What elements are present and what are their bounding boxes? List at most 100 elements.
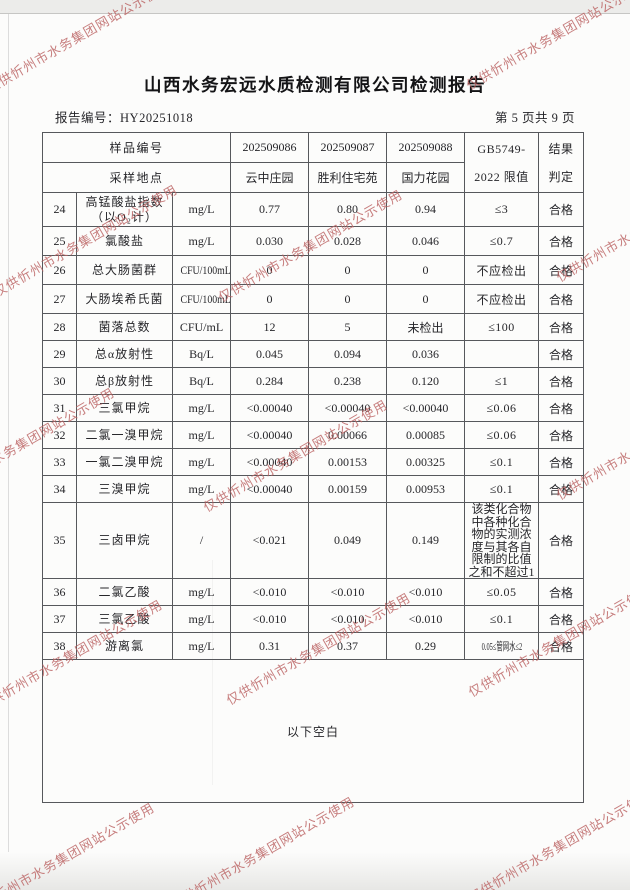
page-indicator: 第 5 页共 9 页 [494, 111, 575, 125]
table-row: 38 游离氯 mg/L 0.31 0.37 0.29 0.05≤管网水≤2 合格 [42, 632, 584, 660]
value-cell: <0.00040 [308, 394, 387, 422]
result-cell: 合格 [538, 632, 584, 660]
table-row: 30 总β放射性 Bq/L 0.284 0.238 0.120 ≤1 合格 [42, 367, 584, 395]
scan-edge-left [8, 14, 9, 856]
unit-cell: mg/L [172, 226, 231, 256]
unit-cell: / [172, 502, 231, 579]
table-row: 34 三溴甲烷 mg/L <0.00040 0.00159 0.00953 ≤0… [42, 475, 584, 503]
result-cell: 合格 [538, 578, 584, 606]
unit-cell: mg/L [172, 475, 231, 503]
parameter-name: 三卤甲烷 [76, 502, 173, 579]
result-cell: 合格 [538, 394, 584, 422]
value-cell: 0.049 [308, 502, 387, 579]
parameter-name: 菌落总数 [76, 313, 173, 341]
limit-cell: ≤1 [464, 367, 539, 395]
row-number: 33 [42, 448, 77, 476]
limit-cell: ≤0.1 [464, 605, 539, 633]
row-number: 35 [42, 502, 77, 579]
value-cell: <0.021 [230, 502, 309, 579]
report-number: 报告编号：HY20251018 [55, 107, 193, 126]
value-cell: <0.010 [308, 578, 387, 606]
row-number: 27 [42, 284, 77, 314]
unit-cell: CFU/100mL [172, 255, 231, 285]
sample-no-label: 样品编号 [42, 132, 231, 163]
limit-cell: ≤0.7 [464, 226, 539, 256]
result-cell: 合格 [538, 502, 584, 579]
report-meta: 报告编号：HY20251018 第 5 页共 9 页 [55, 107, 575, 126]
value-cell: <0.010 [386, 605, 465, 633]
result-cell: 合格 [538, 192, 584, 227]
table-row: 35 三卤甲烷 / <0.021 0.049 0.149 该类化合物中各种化合物… [42, 502, 584, 579]
table-row: 24 高锰酸盐指数 （以O₂计） mg/L 0.77 0.80 0.94 ≤3 … [42, 192, 584, 227]
row-number: 30 [42, 367, 77, 395]
end-note-row: 以下空白 [42, 659, 584, 803]
parameter-name: 二氯一溴甲烷 [76, 421, 173, 449]
header-row-location: 采样地点 云中庄园 胜利住宅苑 国力花园 [42, 162, 584, 193]
row-number: 36 [42, 578, 77, 606]
result-cell: 合格 [538, 367, 584, 395]
value-cell: 0.77 [230, 192, 309, 227]
limit-cell: ≤0.06 [464, 394, 539, 422]
limit-cell: ≤100 [464, 313, 539, 341]
limit-cell: ≤0.1 [464, 475, 539, 503]
value-cell: 0.94 [386, 192, 465, 227]
scan-edge-bottom [0, 852, 630, 890]
value-cell: <0.010 [230, 605, 309, 633]
value-cell: 0.00325 [386, 448, 465, 476]
parameter-name: 总α放射性 [76, 340, 173, 368]
value-cell: 0 [230, 255, 309, 285]
value-cell: 0.120 [386, 367, 465, 395]
row-number: 26 [42, 255, 77, 285]
parameter-name: 一氯二溴甲烷 [76, 448, 173, 476]
sample-no-1: 202509086 [230, 132, 309, 163]
value-cell: <0.00040 [386, 394, 465, 422]
value-cell: 0 [386, 284, 465, 314]
limit-cell: ≤3 [464, 192, 539, 227]
row-number: 32 [42, 421, 77, 449]
table-row: 36 二氯乙酸 mg/L <0.010 <0.010 <0.010 ≤0.05 … [42, 578, 584, 606]
parameter-name: 二氯乙酸 [76, 578, 173, 606]
value-cell: 0.046 [386, 226, 465, 256]
result-cell: 合格 [538, 255, 584, 285]
value-cell: 0.030 [230, 226, 309, 256]
report-number-value: HY20251018 [120, 111, 194, 125]
table-row: 33 一氯二溴甲烷 mg/L <0.00040 0.00153 0.00325 … [42, 448, 584, 476]
value-cell: <0.00040 [230, 448, 309, 476]
results-table: 样品编号 202509086 202509087 202509088 GB574… [42, 132, 584, 803]
row-number: 31 [42, 394, 77, 422]
value-cell: 12 [230, 313, 309, 341]
location-1: 云中庄园 [230, 162, 309, 193]
value-cell: <0.00040 [230, 421, 309, 449]
limit-cell [464, 340, 539, 368]
value-cell: 0.036 [386, 340, 465, 368]
row-number: 34 [42, 475, 77, 503]
row-number: 29 [42, 340, 77, 368]
limit-column-header: GB5749- 2022 限值 [464, 132, 539, 193]
limit-cell: 该类化合物中各种化合物的实测浓度与其各自限制的比值之和不超过1 [464, 502, 539, 579]
result-cell: 合格 [538, 226, 584, 256]
parameter-name: 大肠埃希氏菌 [76, 284, 173, 314]
value-cell: 0.094 [308, 340, 387, 368]
result-cell: 合格 [538, 448, 584, 476]
unit-cell: mg/L [172, 578, 231, 606]
table-row: 25 氯酸盐 mg/L 0.030 0.028 0.046 ≤0.7 合格 [42, 226, 584, 256]
result-cell: 合格 [538, 475, 584, 503]
value-cell: <0.00040 [230, 394, 309, 422]
row-number: 24 [42, 192, 77, 227]
value-cell: 0.80 [308, 192, 387, 227]
value-cell: 0.00153 [308, 448, 387, 476]
value-cell: 5 [308, 313, 387, 341]
parameter-name: 总β放射性 [76, 367, 173, 395]
value-cell: 0 [230, 284, 309, 314]
page-title: 山西水务宏远水质检测有限公司检测报告 [144, 75, 486, 95]
value-cell: 0 [308, 284, 387, 314]
unit-cell: mg/L [172, 448, 231, 476]
end-note: 以下空白 [42, 659, 584, 803]
unit-cell: mg/L [172, 632, 231, 660]
value-cell: 0.238 [308, 367, 387, 395]
row-number: 38 [42, 632, 77, 660]
table-row: 31 三氯甲烷 mg/L <0.00040 <0.00040 <0.00040 … [42, 394, 584, 422]
parameter-name: 游离氯 [76, 632, 173, 660]
row-number: 28 [42, 313, 77, 341]
